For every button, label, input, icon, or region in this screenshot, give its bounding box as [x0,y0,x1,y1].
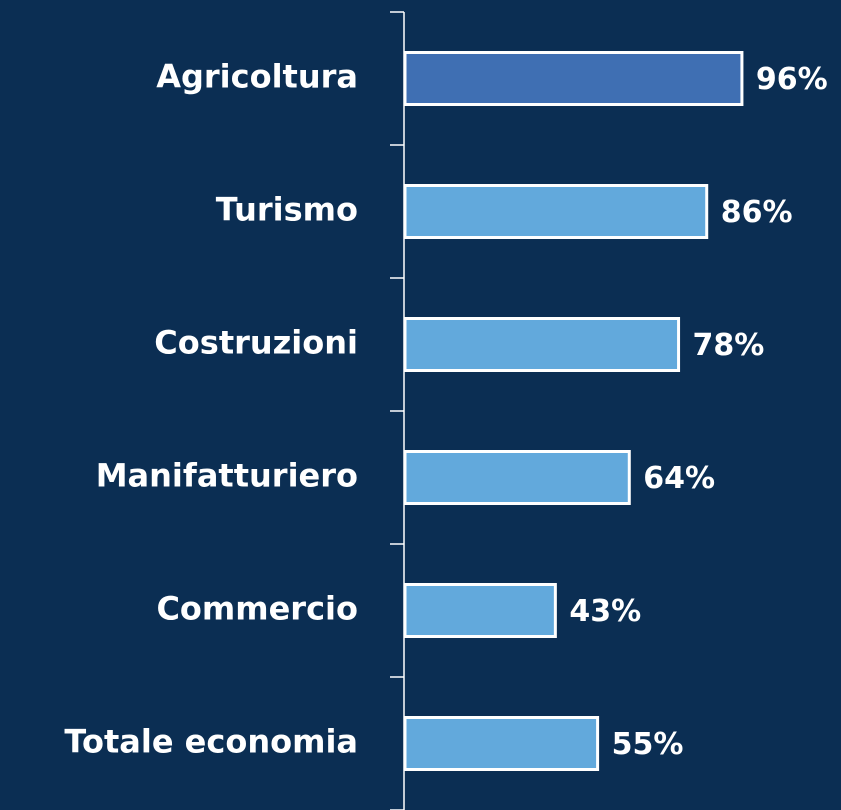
value-label: 96% [756,62,828,97]
category-label: Totale economia [64,723,358,761]
value-label: 43% [569,594,641,629]
value-label: 86% [721,195,793,230]
value-label: 55% [612,727,684,762]
value-label: 64% [643,461,715,496]
bar [403,716,600,771]
bar [403,317,681,372]
category-label: Turismo [216,191,358,229]
category-label: Agricoltura [156,58,358,96]
bar [403,583,557,638]
bar [403,184,709,239]
bar [403,450,631,505]
category-label: Costruzioni [154,324,358,362]
value-label: 78% [693,328,765,363]
category-label: Manifatturiero [96,457,358,495]
category-label: Commercio [156,590,358,628]
bar [403,51,744,106]
